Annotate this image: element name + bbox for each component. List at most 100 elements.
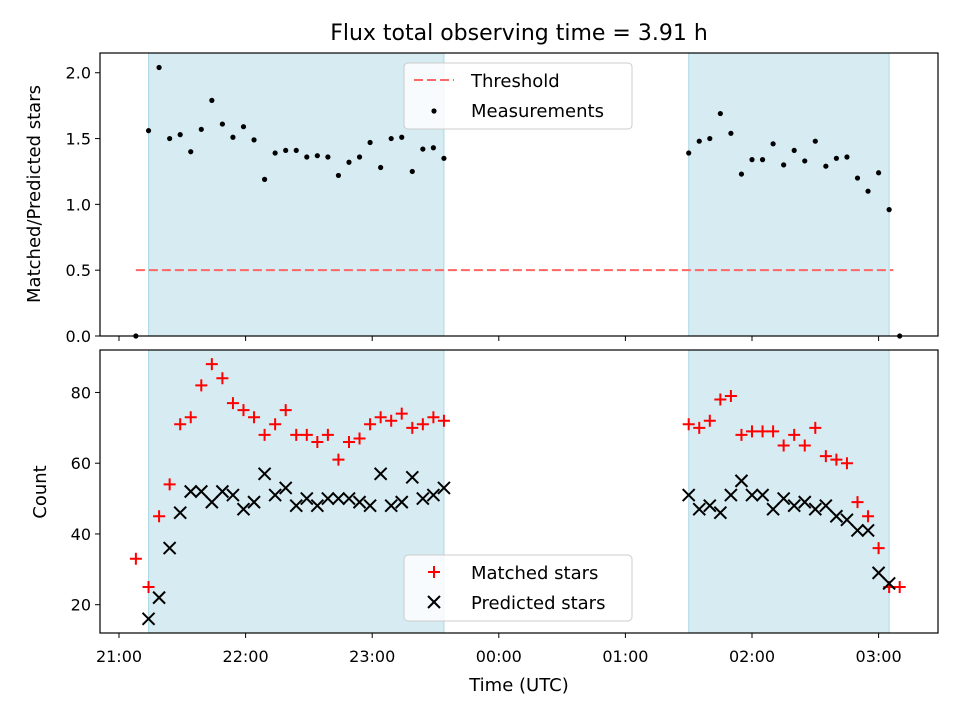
predicted-stars-point xyxy=(373,467,388,481)
measurement-point xyxy=(823,163,829,169)
matched-stars-point xyxy=(237,404,250,417)
predicted-stars-point xyxy=(437,481,451,495)
bottom-x-tick-label-6: 03:00 xyxy=(856,647,902,666)
predicted-stars-point xyxy=(703,498,717,513)
predicted-stars-point xyxy=(416,491,430,506)
matched-stars-point xyxy=(693,421,706,434)
bottom-shaded-span-0 xyxy=(148,349,445,634)
predicted-stars-point xyxy=(395,495,409,509)
predicted-stars-point xyxy=(384,498,398,513)
matched-stars-point xyxy=(862,510,875,523)
predicted-stars-point xyxy=(268,488,282,502)
bottom-shaded-span-1 xyxy=(688,349,890,634)
predicted-stars-point xyxy=(278,481,293,495)
matched-stars-point xyxy=(893,581,906,594)
bottom-x-tick-label-4: 01:00 xyxy=(602,647,648,666)
measurement-point xyxy=(378,164,384,171)
measurements-legend-label: Measurements xyxy=(471,101,604,122)
matched-stars-point xyxy=(184,411,197,424)
matched-stars-point xyxy=(374,411,387,424)
predicted-stars-point xyxy=(184,484,198,499)
predicted-stars-point xyxy=(882,576,896,591)
predicted-legend-swatch xyxy=(427,595,441,609)
top-y-tick-label-2: 1.0 xyxy=(66,195,91,214)
measurement-point xyxy=(770,141,776,147)
threshold-legend-label: Threshold xyxy=(470,71,560,92)
predicted-stars-point xyxy=(861,523,875,538)
predicted-legend-label: Predicted stars xyxy=(471,593,605,614)
matched-stars-point xyxy=(746,425,758,438)
matched-stars-point xyxy=(735,428,748,441)
matched-stars-point xyxy=(311,435,324,448)
measurement-point xyxy=(812,138,818,144)
measurement-point xyxy=(717,110,723,117)
predicted-stars-point xyxy=(405,470,419,485)
matched-stars-point xyxy=(724,389,737,402)
measurement-point xyxy=(314,153,320,159)
predicted-stars-point xyxy=(745,488,759,502)
measurement-point xyxy=(167,135,173,142)
matched-stars-point xyxy=(364,418,377,431)
matched-legend-label: Matched stars xyxy=(471,563,598,584)
matched-stars-point xyxy=(777,439,790,452)
matched-stars-point xyxy=(258,428,271,441)
measurements-legend-swatch xyxy=(431,108,437,114)
predicted-stars-point xyxy=(766,502,780,516)
bottom-y-tick-label-1: 40 xyxy=(71,525,91,544)
matched-stars-point xyxy=(395,407,408,420)
bottom-y-tick-label-3: 80 xyxy=(71,383,91,402)
predicted-stars-point xyxy=(426,488,441,502)
bottom-x-tick-label-2: 23:00 xyxy=(349,647,395,666)
predicted-stars-point xyxy=(724,488,738,502)
measurement-point xyxy=(198,126,204,132)
measurement-point xyxy=(728,130,734,136)
predicted-stars-point xyxy=(162,541,177,555)
predicted-stars-point xyxy=(342,491,356,506)
measurement-point xyxy=(409,168,415,175)
measurement-point xyxy=(686,150,692,156)
matched-stars-point xyxy=(703,414,716,427)
bottom-axes: 20 40 60 80 21:00 22:00 23:00 00:00 01:00 02:00 03… xyxy=(71,383,902,666)
predicted-stars-point xyxy=(787,498,801,513)
measurement-point xyxy=(304,154,310,160)
measurement-point xyxy=(430,145,436,151)
predicted-stars-point xyxy=(215,484,230,499)
measurement-point xyxy=(876,170,882,176)
measurement-point xyxy=(261,176,268,182)
measurement-point xyxy=(272,150,278,156)
predicted-stars-point xyxy=(871,566,886,580)
matched-stars-point xyxy=(353,432,366,445)
measurement-point xyxy=(420,146,426,152)
measurement-point xyxy=(854,175,861,181)
measurement-point xyxy=(738,171,745,177)
matched-stars-point xyxy=(406,421,419,434)
predicted-stars-point xyxy=(247,495,261,509)
measurement-point xyxy=(356,154,363,160)
matched-stars-point xyxy=(809,421,822,434)
matched-stars-point xyxy=(321,428,334,441)
predicted-stars-point xyxy=(829,509,844,523)
top-legend-box xyxy=(403,62,633,130)
matched-stars-point xyxy=(427,411,440,424)
measurement-point xyxy=(696,138,702,144)
matched-stars-point xyxy=(342,435,355,448)
top-legend: Threshold Measurements xyxy=(403,62,633,130)
bottom-y-tick-label-0: 20 xyxy=(71,596,91,615)
measurement-point xyxy=(367,139,373,146)
measurement-point xyxy=(781,162,787,168)
measurement-point xyxy=(844,154,850,160)
matched-stars-point xyxy=(416,418,429,431)
predicted-stars-point xyxy=(194,484,208,499)
bottom-legend-box xyxy=(403,554,633,622)
bottom-plot-frame xyxy=(99,349,939,634)
bottom-legend: Matched stars Predicted stars xyxy=(403,554,633,622)
predicted-stars-point xyxy=(713,506,728,520)
predicted-stars-point xyxy=(300,491,314,506)
matched-stars-point xyxy=(174,418,187,431)
predicted-stars-point xyxy=(226,488,240,502)
matched-stars-point xyxy=(682,418,695,431)
predicted-stars-point xyxy=(173,506,187,520)
matched-legend-swatch xyxy=(428,566,440,578)
measurement-point xyxy=(346,159,352,165)
